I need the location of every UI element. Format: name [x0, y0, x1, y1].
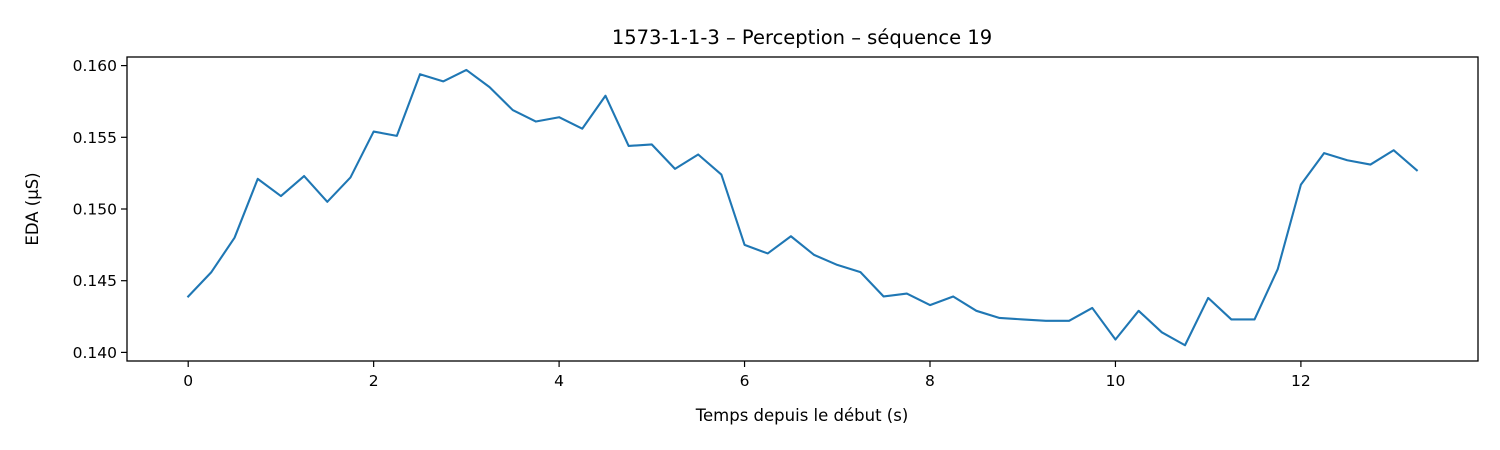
x-tick-label: 10	[1106, 372, 1126, 390]
y-tick-label: 0.140	[73, 344, 117, 362]
x-tick-label: 0	[183, 372, 193, 390]
x-tick-label: 2	[369, 372, 379, 390]
y-tick-label: 0.155	[73, 129, 117, 147]
series-layer	[186, 68, 1419, 347]
y-tick-label: 0.150	[73, 201, 117, 219]
eda-series-line	[186, 68, 1419, 347]
x-tick-label: 12	[1291, 372, 1311, 390]
y-tick-label: 0.145	[73, 272, 117, 290]
x-axis-label: Temps depuis le début (s)	[695, 406, 909, 425]
y-axis-ticks: 0.140 0.145 0.150 0.155 0.160	[73, 57, 127, 362]
x-tick-label: 8	[925, 372, 935, 390]
chart-title: 1573-1-1-3 – Perception – séquence 19	[612, 26, 992, 49]
y-axis-label: EDA (µS)	[23, 172, 42, 245]
plot-frame	[126, 56, 1479, 362]
x-tick-label: 6	[740, 372, 750, 390]
y-tick-label: 0.160	[73, 57, 117, 75]
x-axis-ticks: 0 2 4 6 8 10 12	[183, 361, 1311, 390]
x-tick-label: 4	[554, 372, 564, 390]
